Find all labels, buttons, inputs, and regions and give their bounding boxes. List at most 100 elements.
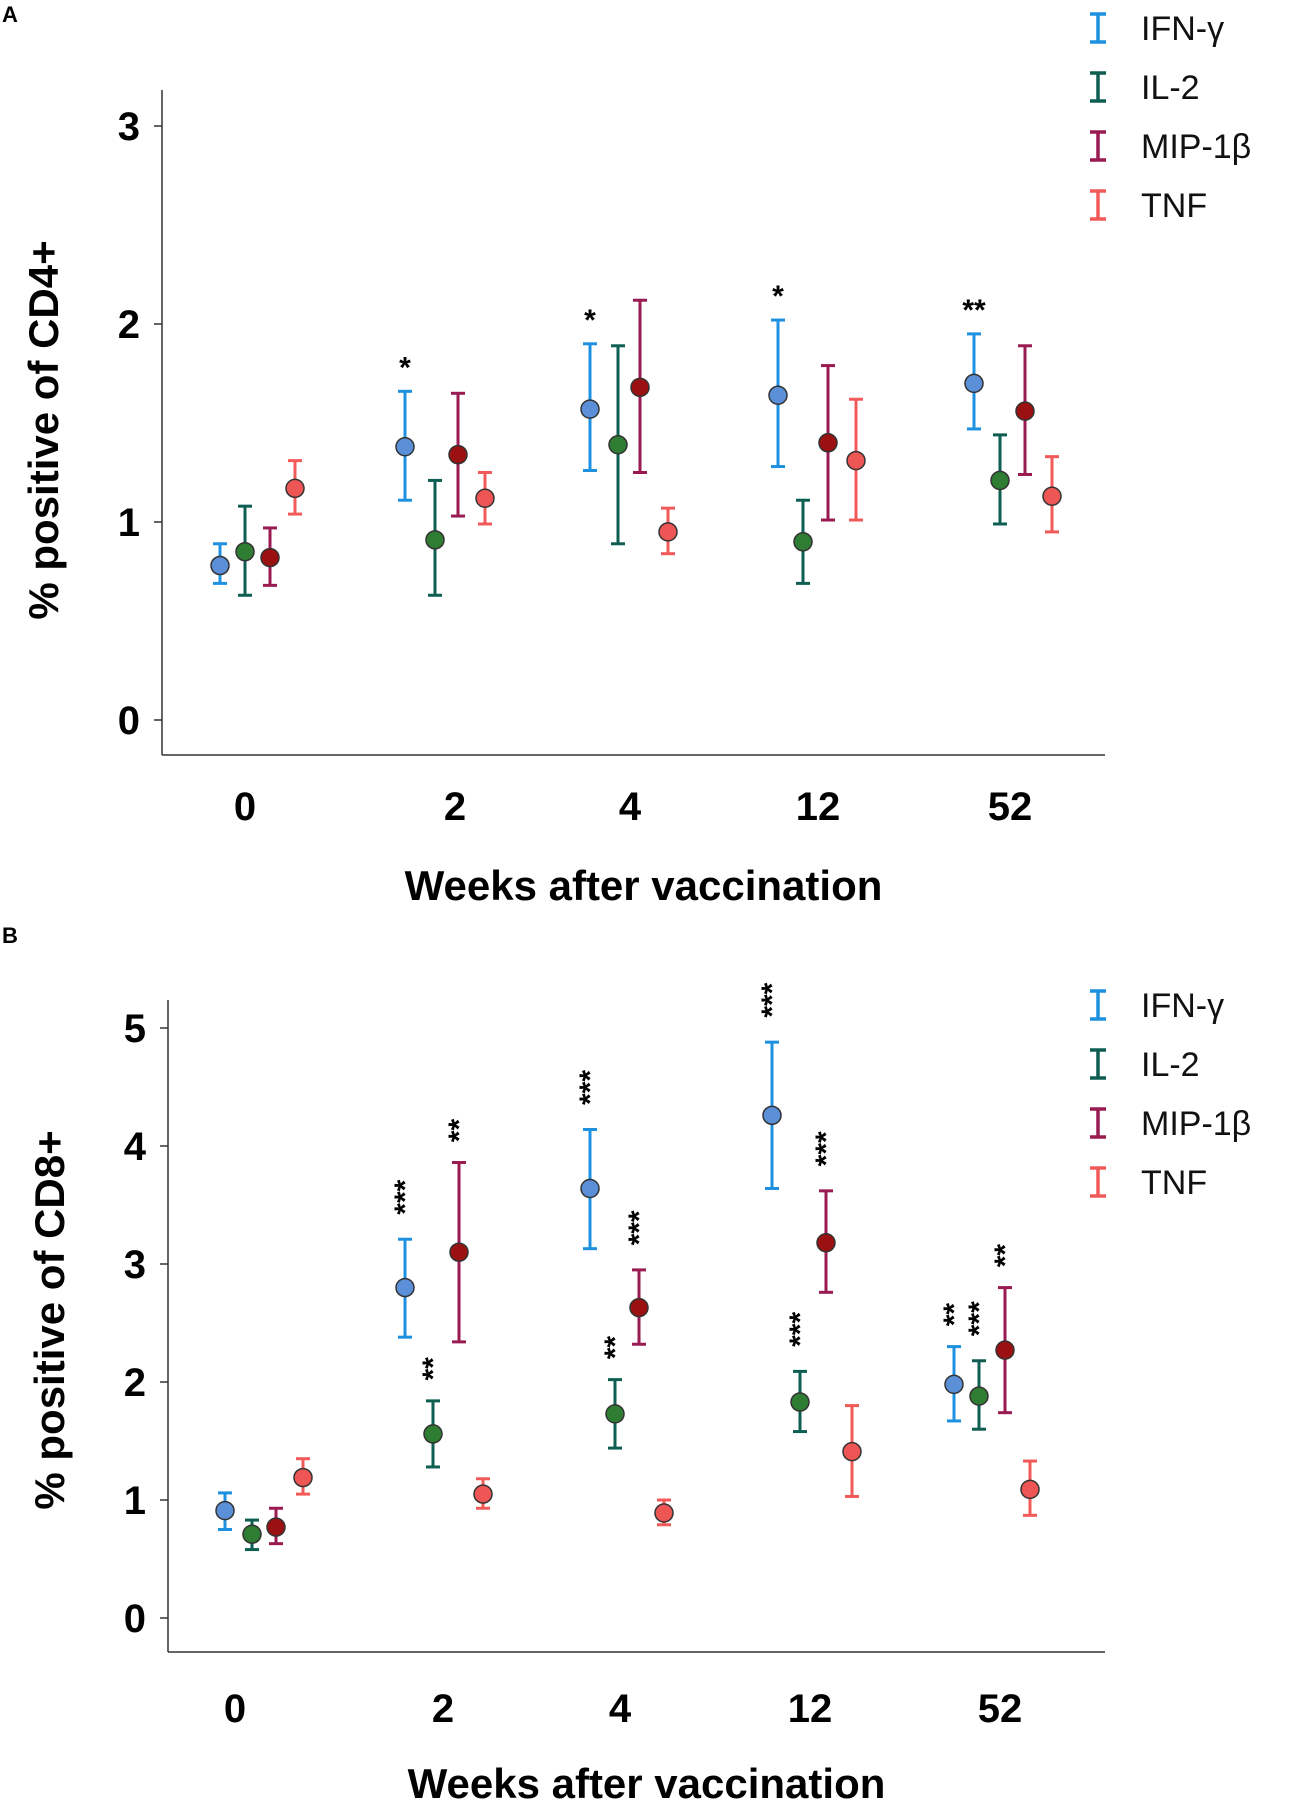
mean-marker — [473, 1484, 493, 1504]
y-tick-label: 2 — [118, 303, 140, 347]
significance-label: ** — [599, 1336, 632, 1360]
mean-marker — [1015, 401, 1035, 421]
series-MIP-1β — [260, 298, 1035, 587]
mean-marker — [580, 1178, 600, 1199]
mean-marker — [969, 1386, 989, 1406]
mean-marker — [449, 1242, 469, 1262]
mean-marker — [260, 547, 280, 568]
mean-marker — [944, 1374, 964, 1395]
significance-label: *** — [389, 1179, 422, 1214]
x-tick-label: 0 — [234, 785, 256, 829]
mean-marker — [1020, 1479, 1040, 1500]
mean-marker — [658, 522, 678, 542]
x-axis-title: Weeks after vaccination — [405, 862, 883, 909]
mean-marker — [395, 1277, 415, 1298]
y-tick-label: 2 — [124, 1361, 146, 1405]
mean-marker — [816, 1233, 836, 1253]
significance-label: *** — [963, 1301, 996, 1336]
mean-marker — [580, 399, 600, 419]
x-tick-label: 2 — [432, 1687, 454, 1731]
significance-label: * — [584, 304, 596, 337]
significance-label: ** — [989, 1244, 1022, 1268]
y-tick-label: 1 — [124, 1479, 146, 1523]
panel-letter: A — [2, 2, 18, 27]
mean-marker — [1042, 486, 1062, 507]
mean-marker — [293, 1467, 313, 1488]
x-tick-label: 4 — [609, 1687, 632, 1731]
mean-marker — [425, 530, 445, 550]
y-tick-label: 4 — [124, 1125, 147, 1169]
significance-label: ** — [938, 1303, 971, 1327]
significance-label: *** — [784, 1312, 817, 1347]
mean-marker — [818, 433, 838, 453]
legend-label: TNF — [1141, 187, 1207, 225]
mean-marker — [964, 373, 984, 394]
y-tick-label: 3 — [118, 105, 140, 149]
legend-label: IL-2 — [1141, 69, 1200, 107]
mean-marker — [630, 377, 650, 398]
mean-marker — [842, 1441, 862, 1462]
x-tick-label: 4 — [619, 785, 642, 829]
legend-label: MIP-1β — [1141, 1105, 1251, 1143]
mean-marker — [215, 1500, 235, 1521]
y-tick-label: 5 — [124, 1007, 146, 1051]
y-tick-label: 1 — [118, 501, 140, 545]
mean-marker — [475, 488, 495, 508]
series-TNF — [285, 397, 1062, 556]
y-axis-title: % positive of CD4+ — [20, 240, 67, 619]
mean-marker — [990, 470, 1010, 491]
significance-label: * — [772, 280, 784, 313]
legend: IFN-γ IL-2 MIP-1β TNF — [1090, 987, 1251, 1202]
significance-label: ** — [962, 294, 986, 327]
x-tick-label: 12 — [788, 1687, 833, 1731]
significance-label: *** — [574, 1070, 607, 1105]
series-IL-2 — [235, 344, 1010, 597]
mean-marker — [423, 1424, 443, 1444]
significance-label: ** — [443, 1119, 476, 1143]
mean-marker — [608, 435, 628, 455]
mean-marker — [762, 1105, 782, 1126]
x-tick-label: 52 — [988, 785, 1033, 829]
series-TNF — [293, 1404, 1040, 1527]
panel-letter: B — [2, 923, 18, 948]
significance-label: ** — [417, 1357, 450, 1381]
mean-marker — [210, 555, 230, 576]
series-IL-2: ******* *** — [242, 1301, 996, 1552]
legend-label: IL-2 — [1141, 1046, 1200, 1084]
significance-label: *** — [756, 982, 789, 1017]
x-tick-label: 2 — [444, 785, 466, 829]
mean-marker — [629, 1297, 649, 1318]
significance-label: * — [399, 351, 411, 384]
mean-marker — [285, 478, 305, 499]
legend-label: IFN-γ — [1141, 10, 1224, 48]
mean-marker — [266, 1517, 286, 1537]
legend-label: IFN-γ — [1141, 987, 1224, 1025]
x-tick-label: 12 — [796, 785, 841, 829]
mean-marker — [654, 1503, 674, 1523]
mean-marker — [995, 1340, 1015, 1360]
x-axis-title: Weeks after vaccination — [408, 1760, 886, 1801]
mean-marker — [448, 444, 468, 465]
mean-marker — [793, 532, 813, 552]
mean-marker — [790, 1392, 810, 1412]
y-tick-label: 3 — [124, 1243, 146, 1287]
mean-marker — [242, 1524, 262, 1544]
y-axis-title: % positive of CD8+ — [26, 1130, 73, 1509]
x-tick-label: 0 — [224, 1687, 246, 1731]
series-IFN-γ: *** ** — [210, 280, 986, 585]
mean-marker — [235, 541, 255, 562]
mean-marker — [768, 385, 788, 406]
mean-marker — [605, 1404, 625, 1424]
significance-label: *** — [623, 1210, 656, 1245]
legend-label: MIP-1β — [1141, 128, 1251, 166]
mean-marker — [846, 450, 866, 471]
series-MIP-1β: ********** — [266, 1119, 1022, 1546]
y-tick-label: 0 — [118, 699, 140, 743]
legend-label: TNF — [1141, 1164, 1207, 1202]
series-IFN-γ: *********** — [215, 982, 971, 1531]
significance-label: *** — [810, 1131, 843, 1166]
y-tick-label: 0 — [124, 1597, 146, 1641]
